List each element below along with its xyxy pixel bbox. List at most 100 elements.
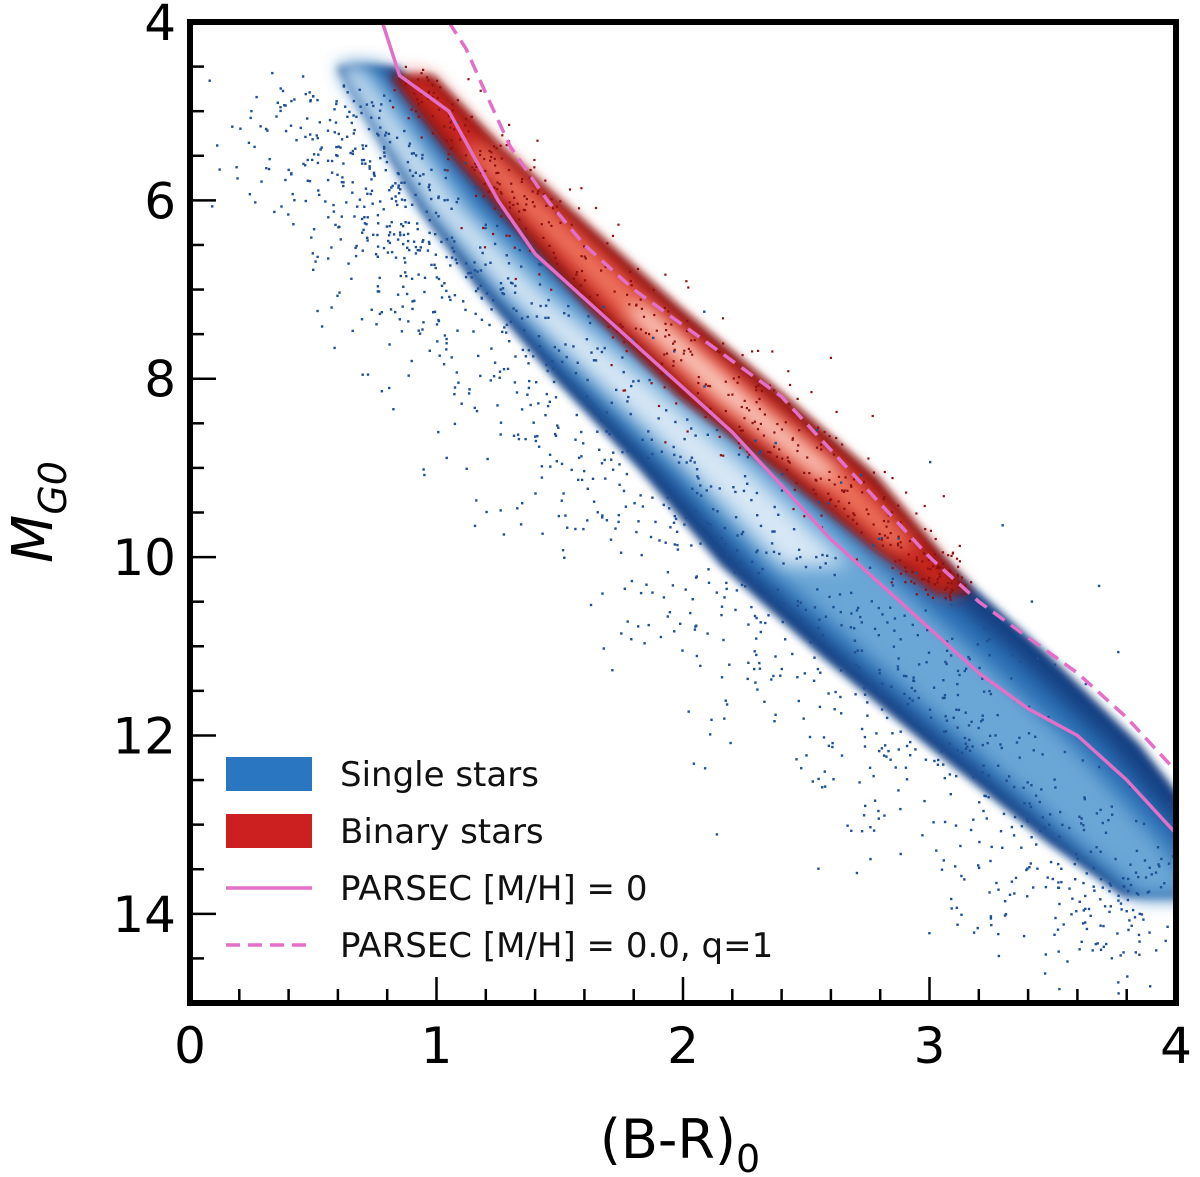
single-star-point [1092, 885, 1095, 888]
binary-star-point [828, 499, 832, 502]
single-star-point [600, 462, 604, 465]
single-star-point [255, 95, 258, 99]
single-star-point [505, 254, 508, 257]
single-star-point [416, 249, 419, 252]
single-star-point [677, 461, 681, 464]
single-star-point [742, 489, 746, 493]
binary-star-point [707, 384, 710, 387]
single-star-point [928, 708, 932, 711]
binary-star-point [803, 471, 806, 474]
single-star-point [489, 379, 492, 382]
binary-star-point [668, 333, 671, 337]
single-star-point [995, 881, 998, 885]
single-star-point [622, 489, 626, 493]
binary-star-point [880, 538, 883, 541]
single-star-point [1102, 945, 1105, 948]
single-star-point [862, 814, 866, 817]
binary-star-point [547, 221, 550, 224]
single-star-point [877, 537, 881, 541]
single-star-point [416, 228, 419, 231]
single-star-point [822, 736, 826, 739]
single-star-point [545, 363, 548, 367]
binary-star-point [496, 171, 499, 174]
binary-star-point [957, 565, 960, 568]
single-star-point [383, 94, 386, 97]
binary-star-point [431, 95, 434, 99]
single-star-point [392, 408, 395, 411]
binary-star-point [815, 479, 818, 482]
binary-star-point [449, 147, 452, 150]
single-star-point [723, 526, 726, 530]
binary-star-point [890, 581, 893, 584]
single-star-point [475, 499, 478, 502]
single-star-point [770, 678, 773, 681]
binary-star-point [709, 407, 712, 410]
single-star-point [553, 345, 556, 349]
single-star-point [514, 284, 517, 288]
single-star-point [1185, 895, 1187, 897]
single-star-point [1155, 949, 1158, 952]
single-star-point [397, 184, 400, 187]
single-star-point [737, 453, 741, 456]
single-star-point [952, 716, 955, 719]
single-star-point [744, 585, 747, 588]
single-star-point [759, 450, 762, 453]
single-star-point [557, 514, 561, 518]
single-star-point [823, 785, 827, 788]
single-star-point [963, 878, 966, 881]
single-star-point [821, 786, 824, 789]
binary-star-point [829, 356, 832, 359]
binary-star-point [552, 207, 555, 210]
single-star-point [1038, 800, 1041, 804]
binary-star-point [872, 523, 875, 526]
single-star-point [582, 527, 585, 531]
single-star-point [418, 174, 422, 177]
single-star-point [434, 253, 437, 256]
binary-star-point [664, 322, 667, 325]
single-star-point [279, 87, 282, 90]
single-star-point [371, 202, 374, 205]
single-star-point [312, 153, 316, 156]
binary-star-point [661, 362, 664, 365]
single-star-point [365, 223, 368, 226]
single-star-point [337, 145, 340, 148]
single-star-point [1126, 975, 1129, 978]
binary-star-point [890, 511, 893, 514]
single-star-point [855, 609, 859, 612]
single-star-point [763, 700, 766, 703]
binary-star-point [788, 403, 791, 406]
single-star-point [940, 750, 943, 753]
binary-star-point [508, 123, 511, 126]
single-star-point [909, 740, 912, 744]
single-star-point [484, 263, 487, 266]
single-star-point [421, 153, 424, 157]
single-star-point [509, 281, 513, 284]
single-star-point [997, 932, 1000, 936]
single-star-point [724, 542, 727, 546]
single-star-point [796, 676, 799, 679]
binary-star-point [494, 164, 497, 167]
single-star-point [378, 109, 382, 112]
single-star-point [289, 124, 293, 127]
single-star-point [1093, 889, 1096, 892]
binary-star-point [493, 157, 496, 160]
single-star-point [557, 426, 560, 429]
binary-star-point [827, 492, 830, 495]
single-star-point [574, 438, 577, 441]
binary-star-point [464, 124, 467, 127]
binary-star-point [949, 591, 952, 594]
single-star-point [609, 538, 613, 541]
single-star-point [395, 136, 399, 139]
single-star-point [1036, 867, 1039, 870]
single-star-point [1020, 846, 1023, 849]
binary-star-point [474, 162, 477, 165]
binary-star-point [443, 125, 446, 128]
single-star-point [374, 253, 378, 256]
single-star-point [583, 469, 586, 473]
single-star-point [1110, 957, 1113, 960]
single-star-point [689, 611, 692, 615]
single-star-point [499, 282, 503, 285]
single-star-point [514, 355, 517, 358]
y-tick-label: 4 [144, 0, 176, 52]
single-star-point [1142, 918, 1145, 921]
